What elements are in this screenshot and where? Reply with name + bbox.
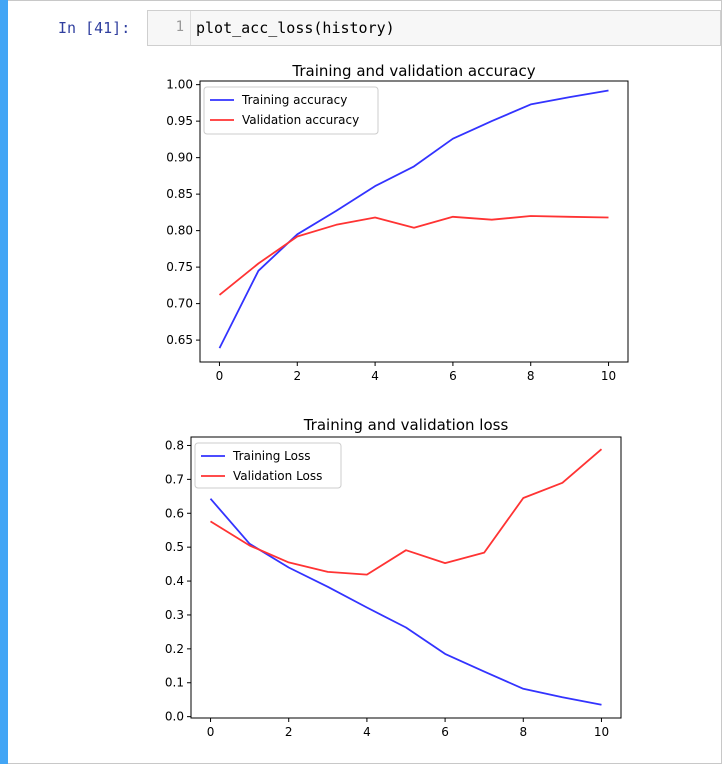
chart1-ytick-label: 0.70 (166, 297, 193, 311)
chart2-ytick-label: 0.5 (165, 540, 184, 554)
code-text[interactable]: plot_acc_loss(history) (196, 19, 395, 37)
chart1-xtick-label: 8 (527, 369, 535, 383)
chart1-xtick-label: 4 (371, 369, 379, 383)
chart1-series-validation-line (218, 215, 609, 296)
chart1-xtick-label: 6 (449, 369, 457, 383)
chart1-xtick-label: 10 (601, 369, 616, 383)
chart2-ytick-label: 0.7 (165, 472, 184, 486)
chart2-xtick-label: 8 (519, 725, 527, 739)
chart2-legend-box (194, 442, 342, 489)
chart1-ytick-label: 0.75 (166, 260, 193, 274)
chart2-xtick-label: 10 (594, 725, 609, 739)
chart2-ytick-label: 0.2 (165, 642, 184, 656)
chart2-axes-frame (190, 436, 622, 719)
chart1-ytick-label: 0.90 (166, 151, 193, 165)
chart1-legend-label: Validation accuracy (242, 113, 359, 127)
chart2-ytick-label: 0.3 (165, 608, 184, 622)
cell-selection-bar (0, 0, 8, 764)
chart1-title: Training and validation accuracy (291, 62, 535, 80)
chart2-xtick-label: 4 (363, 725, 371, 739)
input-prompt: In [41]: (58, 19, 131, 37)
chart2-ytick-label: 0.1 (165, 676, 184, 690)
chart2-ytick-label: 0.4 (165, 574, 184, 588)
chart1-ytick-label: 0.65 (166, 333, 193, 347)
chart1-axes-frame (199, 80, 629, 363)
chart2-legend-label: Validation Loss (233, 469, 322, 483)
chart2-xtick-label: 0 (207, 725, 215, 739)
line-number: 1 (175, 19, 184, 35)
chart1-xtick-label: 0 (216, 369, 224, 383)
chart2-series-validation-line (210, 448, 603, 576)
chart2-xtick-label: 2 (285, 725, 293, 739)
chart1-legend-box (203, 86, 379, 135)
chart2-title: Training and validation loss (303, 416, 509, 434)
chart1-ytick-label: 1.00 (166, 78, 193, 92)
chart2-ytick-label: 0.8 (165, 438, 184, 452)
chart1-ytick-label: 0.95 (166, 114, 193, 128)
chart2-ytick-label: 0.6 (165, 506, 184, 520)
chart1-legend-label: Training accuracy (241, 93, 347, 107)
chart2-ytick-label: 0.0 (165, 710, 184, 724)
chart2-xtick-label: 6 (441, 725, 449, 739)
code-input-area[interactable]: 1 plot_acc_loss(history) (147, 10, 721, 46)
chart1-ytick-label: 0.80 (166, 224, 193, 238)
chart1-xtick-label: 2 (293, 369, 301, 383)
chart2-series-training-line (209, 498, 602, 706)
gutter-divider (190, 11, 191, 45)
chart1-ytick-label: 0.85 (166, 187, 193, 201)
chart2-legend-label: Training Loss (232, 449, 310, 463)
